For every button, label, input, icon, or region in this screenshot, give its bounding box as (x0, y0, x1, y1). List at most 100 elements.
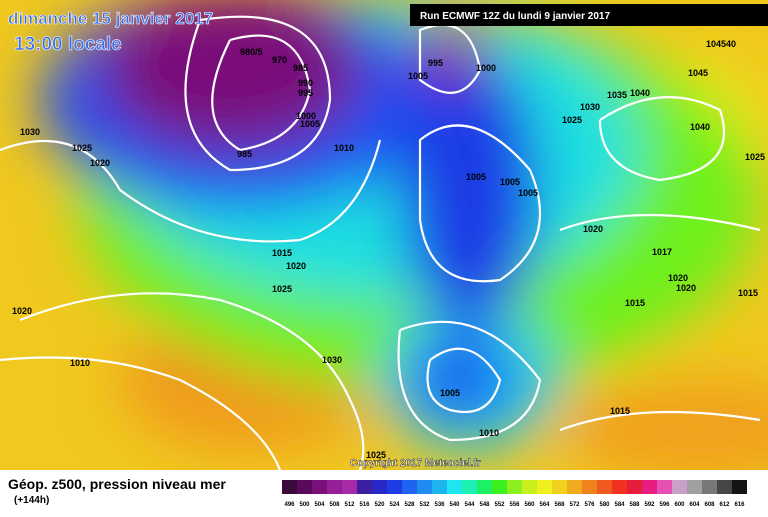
isobar-label: 1020 (286, 261, 306, 271)
legend-swatch (492, 480, 507, 494)
legend-label: 536 (434, 502, 445, 508)
legend-label: 504 (314, 502, 325, 508)
legend-label: 516 (359, 502, 370, 508)
isobar-label: 104540 (706, 39, 736, 49)
legend-label: 612 (719, 502, 730, 508)
isobar-label: 1015 (610, 406, 630, 416)
isobar-label: 1015 (272, 248, 292, 258)
legend-label: 556 (509, 502, 520, 508)
legend-swatch (642, 480, 657, 494)
legend-swatch (687, 480, 702, 494)
legend-label: 600 (674, 502, 685, 508)
legend-swatch (372, 480, 387, 494)
copyright: Copyright 2017 Meteociel.fr (350, 458, 481, 469)
isobar-label: 995 (298, 88, 313, 98)
isobar-label: 1015 (738, 288, 758, 298)
isobar-label: 1040 (690, 122, 710, 132)
legend-label: 616 (734, 502, 745, 508)
legend-label: 532 (419, 502, 430, 508)
legend-label: 496 (284, 502, 295, 508)
isobar-label: 1010 (479, 428, 499, 438)
isobar-label: 1005 (500, 177, 520, 187)
time-label: 13:00 locale (14, 34, 122, 55)
isobar-label: 1005 (440, 388, 460, 398)
legend-swatch (672, 480, 687, 494)
isobar-label: 1020 (676, 283, 696, 293)
isobar-label: 1017 (652, 247, 672, 257)
isobar-label: 1025 (72, 143, 92, 153)
legend-swatch (312, 480, 327, 494)
legend-swatch (732, 480, 747, 494)
isobar-label: 1040 (630, 88, 650, 98)
isobar-label: 1010 (70, 358, 90, 368)
legend-label: 564 (539, 502, 550, 508)
isobar-label: 1020 (90, 158, 110, 168)
legend-label: 584 (614, 502, 625, 508)
isobar-label: 995 (428, 58, 443, 68)
legend-swatch (702, 480, 717, 494)
isobar-label: 1030 (20, 127, 40, 137)
legend-swatch (387, 480, 402, 494)
isobar-label: 990 (298, 78, 313, 88)
isobar-label: 1045 (688, 68, 708, 78)
legend-label: 552 (494, 502, 505, 508)
legend-swatch (462, 480, 477, 494)
legend-label: 592 (644, 502, 655, 508)
isobar-label: 1005 (408, 71, 428, 81)
legend-swatch (522, 480, 537, 494)
isobar-label: 1010 (334, 143, 354, 153)
legend-label: 548 (479, 502, 490, 508)
legend-label: 572 (569, 502, 580, 508)
isobar-label: 1015 (625, 298, 645, 308)
legend-label: 588 (629, 502, 640, 508)
isobar-label: 1030 (322, 355, 342, 365)
isobar-label: 1020 (583, 224, 603, 234)
legend-label: 528 (404, 502, 415, 508)
legend-swatch (282, 480, 297, 494)
isobar-label: 1025 (745, 152, 765, 162)
legend-label: 520 (374, 502, 385, 508)
legend-label: 524 (389, 502, 400, 508)
legend-swatch (612, 480, 627, 494)
legend-label: 560 (524, 502, 535, 508)
legend-label: 580 (599, 502, 610, 508)
legend-swatch (297, 480, 312, 494)
isobar-label: 1000 (296, 111, 316, 121)
isobar-label: 1005 (466, 172, 486, 182)
legend-label: 604 (689, 502, 700, 508)
isobar-label: 1025 (366, 450, 386, 460)
legend-label: 540 (449, 502, 460, 508)
run-box (410, 4, 768, 26)
legend-swatch (537, 480, 552, 494)
isobar-label: 1030 (580, 102, 600, 112)
legend-swatch (717, 480, 732, 494)
legend-label: 508 (329, 502, 340, 508)
legend-swatch (342, 480, 357, 494)
legend-swatch (402, 480, 417, 494)
lead-time: (+144h) (14, 495, 49, 506)
footer-title: Géop. z500, pression niveau mer (8, 476, 226, 492)
isobar-label: 1025 (272, 284, 292, 294)
isobar-label: 980/5 (240, 47, 263, 57)
isobar-label: 985 (237, 149, 252, 159)
legend-label: 576 (584, 502, 595, 508)
isobar-label: 1000 (476, 63, 496, 73)
legend-label: 608 (704, 502, 715, 508)
isobar-label: 985 (293, 63, 308, 73)
legend-swatch (627, 480, 642, 494)
isobar-label: 1020 (12, 306, 32, 316)
legend-label: 568 (554, 502, 565, 508)
isobar-label: 1005 (300, 119, 320, 129)
isobar-label: 1005 (518, 188, 538, 198)
isobar-label: 1025 (562, 115, 582, 125)
legend-swatch (327, 480, 342, 494)
legend-swatch (417, 480, 432, 494)
legend-swatch (477, 480, 492, 494)
legend-swatch (507, 480, 522, 494)
legend-swatch (582, 480, 597, 494)
isobar-label: 970 (272, 55, 287, 65)
legend-swatch (432, 480, 447, 494)
isobar-label: 1020 (668, 273, 688, 283)
legend-swatch (567, 480, 582, 494)
